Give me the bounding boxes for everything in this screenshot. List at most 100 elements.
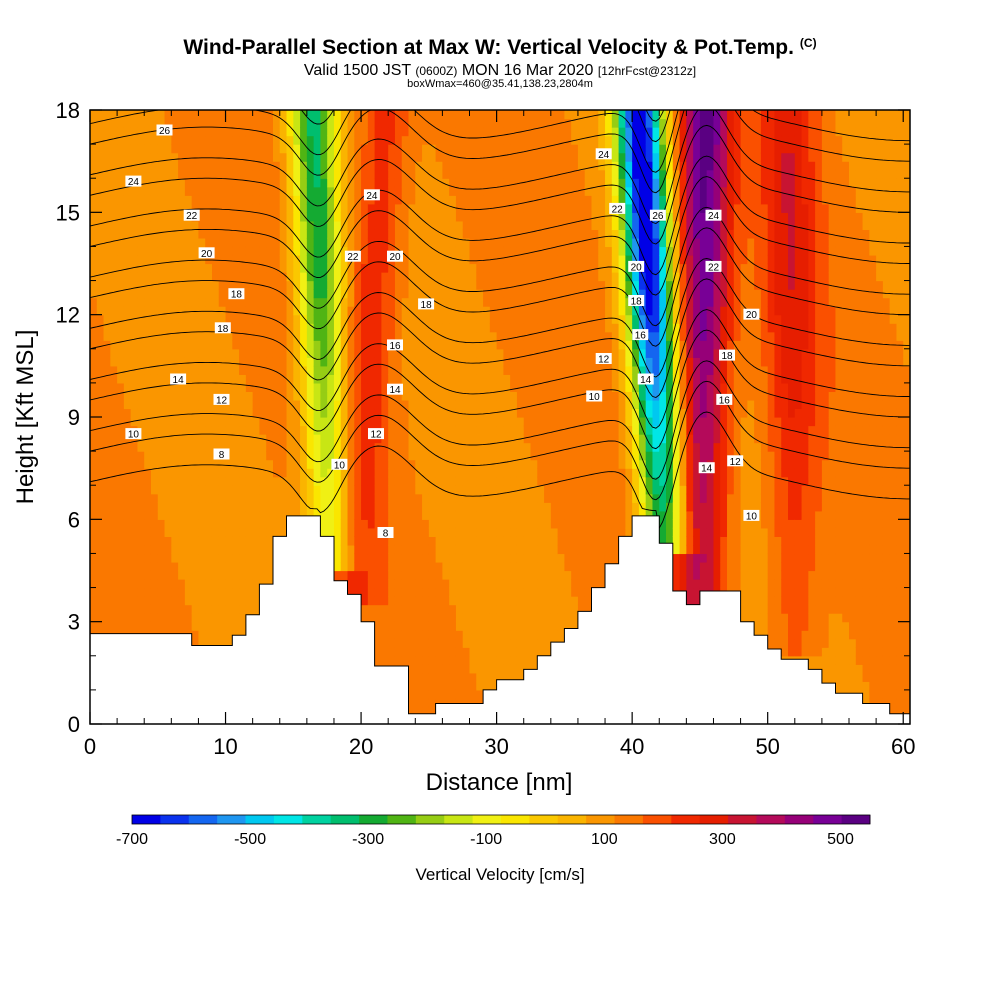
w-cell (435, 382, 443, 393)
w-cell (435, 442, 443, 452)
w-cell (232, 613, 240, 623)
w-cell (198, 382, 206, 393)
w-cell (205, 459, 213, 469)
w-cell (150, 502, 159, 512)
w-cell (110, 399, 118, 410)
w-cell (469, 263, 477, 273)
w-cell (225, 246, 233, 256)
w-cell (272, 263, 281, 273)
w-cell (171, 178, 179, 188)
w-cell (428, 519, 437, 529)
w-cell (184, 527, 193, 537)
w-cell (503, 638, 511, 648)
w-cell (442, 391, 450, 401)
w-cell (422, 681, 430, 691)
w-cell (137, 297, 145, 307)
w-cell (449, 417, 457, 427)
w-cell (205, 289, 213, 299)
w-cell (361, 493, 369, 503)
w-cell (435, 510, 443, 520)
w-cell (137, 417, 145, 427)
w-cell (394, 289, 403, 299)
w-cell (476, 297, 484, 307)
w-cell (320, 442, 328, 452)
w-cell (361, 527, 369, 537)
w-cell (476, 348, 484, 358)
w-cell (388, 630, 396, 640)
w-cell (476, 135, 484, 145)
w-cell (510, 169, 518, 179)
w-cell (476, 502, 484, 512)
w-cell (96, 544, 105, 555)
w-cell (428, 510, 437, 520)
w-cell (367, 579, 376, 589)
w-cell (469, 382, 477, 393)
w-cell (354, 408, 362, 418)
w-cell (178, 434, 186, 444)
w-cell (530, 434, 538, 444)
w-cell (510, 672, 518, 682)
w-cell (137, 604, 145, 614)
w-cell (483, 510, 491, 520)
w-cell (449, 579, 457, 589)
w-cell (293, 212, 301, 222)
w-cell (144, 331, 152, 341)
w-cell (381, 630, 389, 640)
w-cell (503, 621, 511, 631)
w-cell (462, 536, 471, 546)
w-cell (516, 246, 525, 256)
w-cell (252, 382, 261, 393)
w-cell (90, 357, 98, 367)
w-cell (272, 331, 281, 341)
w-cell (401, 178, 410, 188)
w-cell (259, 510, 267, 520)
w-cell (550, 314, 559, 324)
w-cell (272, 527, 281, 537)
w-cell (123, 536, 132, 546)
w-cell (117, 314, 125, 324)
w-cell (449, 698, 457, 708)
w-cell (462, 553, 471, 563)
w-cell (245, 152, 254, 162)
w-cell (428, 689, 437, 700)
w-cell (144, 127, 152, 137)
w-cell (232, 544, 240, 555)
w-cell (272, 485, 281, 495)
w-cell (103, 144, 111, 154)
w-cell (191, 399, 200, 410)
w-cell (401, 485, 410, 495)
w-cell (279, 519, 288, 529)
w-cell (300, 118, 308, 128)
w-cell (442, 272, 450, 282)
w-cell (550, 561, 559, 572)
w-cell (449, 348, 457, 358)
w-cell (422, 110, 430, 120)
w-cell (408, 118, 416, 128)
w-cell (110, 263, 118, 273)
w-cell (306, 442, 315, 452)
w-cell (394, 468, 403, 478)
w-cell (523, 604, 532, 614)
w-cell (516, 306, 525, 316)
w-cell (489, 263, 498, 273)
w-cell (550, 152, 559, 162)
w-cell (476, 579, 484, 589)
w-cell (557, 544, 565, 555)
w-cell (205, 604, 213, 614)
w-cell (340, 476, 349, 486)
w-cell (327, 144, 335, 154)
w-cell (252, 417, 261, 427)
w-cell (496, 127, 504, 137)
w-cell (198, 212, 206, 222)
w-cell (117, 135, 125, 145)
w-cell (144, 152, 152, 162)
w-cell (184, 459, 193, 469)
w-cell (442, 544, 450, 555)
w-cell (442, 178, 450, 188)
w-cell (313, 203, 322, 213)
w-cell (205, 613, 213, 623)
w-cell (232, 476, 240, 486)
w-cell (239, 544, 247, 555)
w-cell (510, 664, 518, 674)
w-cell (272, 468, 281, 478)
